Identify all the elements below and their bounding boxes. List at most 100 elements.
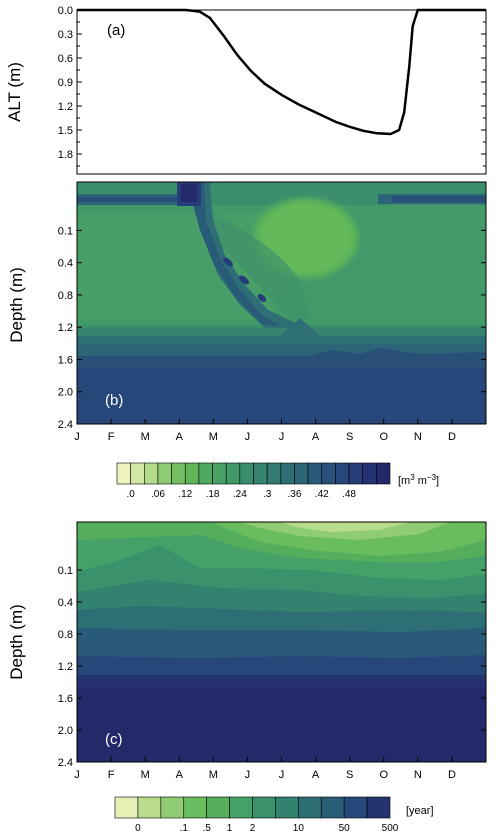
month-tick-label: M xyxy=(209,431,218,443)
colorbar-label: .24 xyxy=(233,489,247,500)
colorbar-label: .48 xyxy=(342,489,356,500)
colorbar-swatch xyxy=(225,462,241,485)
colorbar-1: .0 .06 .12 .18 .24 .3 .36 .42 .48 xyxy=(116,462,391,500)
colorbar-swatch xyxy=(114,796,139,819)
panel-c-ylabel: Depth (m) xyxy=(7,604,26,680)
colorbar-swatch xyxy=(116,462,131,485)
depth-tick-label: 1.6 xyxy=(58,354,73,366)
colorbar-2-unit: [year] xyxy=(406,805,434,817)
panel-b: 0.1 0.4 0.8 1.2 1.6 2.0 2.4 J F M A M J J A S O N D (b) D… xyxy=(7,181,487,443)
panel-b-ylabel: Depth (m) xyxy=(7,267,26,343)
month-tick-label: A xyxy=(312,769,320,781)
panel-b-field xyxy=(77,182,486,424)
month-tick-label: F xyxy=(108,431,115,443)
depth-tick-label: 0.4 xyxy=(58,258,73,270)
colorbar-2: 0 .1 .5 1 2 10 50 500 xyxy=(114,796,399,834)
month-tick-label: J xyxy=(74,769,80,781)
month-tick-label: J xyxy=(74,431,80,443)
colorbar-swatch xyxy=(157,462,172,485)
colorbar-label: 50 xyxy=(339,823,351,834)
panel-b-label: (b) xyxy=(105,392,123,409)
ytick-label: 1.5 xyxy=(58,125,73,137)
ytick-label: 1.2 xyxy=(58,101,73,113)
month-tick-label: M xyxy=(141,431,150,443)
depth-tick-label: 0.4 xyxy=(58,597,73,609)
colorbar-swatch xyxy=(144,462,159,485)
colorbar-label: .1 xyxy=(180,823,189,834)
colorbar-label: .06 xyxy=(151,489,165,500)
colorbar-label: .0 xyxy=(126,489,135,500)
colorbar-1-unit: [m3 m−3] xyxy=(398,473,439,487)
ytick-label: 0.9 xyxy=(58,77,73,89)
colorbar-label: .36 xyxy=(287,489,301,500)
panel-a: 0.0 0.3 0.6 0.9 1.2 1.5 1.8 (a) ALT (m) xyxy=(5,5,487,175)
month-tick-label: A xyxy=(312,431,320,443)
month-tick-label: J xyxy=(279,769,285,781)
colorbar-swatch xyxy=(298,796,322,819)
depth-tick-label: 2.4 xyxy=(58,757,73,769)
depth-tick-label: 1.6 xyxy=(58,693,73,705)
ytick-label: 0.0 xyxy=(58,5,73,17)
ytick-label: 0.6 xyxy=(58,53,73,65)
depth-tick-label: 0.1 xyxy=(58,565,73,577)
depth-tick-label: 1.2 xyxy=(58,661,73,673)
month-tick-label: J xyxy=(245,431,251,443)
colorbar-swatch xyxy=(280,462,295,485)
depth-tick-label: 0.8 xyxy=(58,290,73,302)
month-tick-label: O xyxy=(379,431,388,443)
panel-a-frame xyxy=(76,9,487,175)
colorbar-swatch xyxy=(212,462,227,485)
colorbar-swatch xyxy=(266,462,282,485)
month-tick-label: D xyxy=(448,769,456,781)
month-tick-label: A xyxy=(176,431,184,443)
colorbar-swatch xyxy=(206,796,230,819)
month-tick-label: S xyxy=(346,769,353,781)
colorbar-swatch xyxy=(171,462,186,485)
panel-c-label: (c) xyxy=(105,731,123,748)
colorbar-label: .42 xyxy=(315,489,329,500)
colorbar-label: .5 xyxy=(202,823,211,834)
colorbar-label: .18 xyxy=(206,489,220,500)
depth-tick-label: 0.8 xyxy=(58,629,73,641)
colorbar-swatch xyxy=(343,796,368,819)
month-tick-label: F xyxy=(108,769,115,781)
colorbar-swatch xyxy=(320,796,345,819)
depth-tick-label: 2.0 xyxy=(58,387,73,399)
colorbar-swatch xyxy=(362,462,377,485)
month-tick-label: J xyxy=(245,769,251,781)
panel-a-ylabel: ALT (m) xyxy=(5,62,24,122)
depth-tick-label: 2.4 xyxy=(58,419,73,431)
month-tick-label: N xyxy=(414,431,422,443)
panel-c: 0.1 0.4 0.8 1.2 1.6 2.0 2.4 J F M A M J J A S O N D (c) D… xyxy=(7,521,487,781)
colorbar-swatch xyxy=(239,462,254,485)
month-tick-label: M xyxy=(141,769,150,781)
colorbar-swatch xyxy=(348,462,363,485)
month-tick-label: N xyxy=(414,769,422,781)
depth-tick-label: 2.0 xyxy=(58,725,73,737)
depth-tick-label: 0.1 xyxy=(58,225,73,237)
colorbar-label: .12 xyxy=(178,489,192,500)
colorbar-swatch xyxy=(137,796,162,819)
colorbar-swatch xyxy=(160,796,185,819)
colorbar-label: 1 xyxy=(227,823,233,834)
month-tick-label: J xyxy=(279,431,285,443)
colorbar-label: 2 xyxy=(250,823,256,834)
ytick-label: 0.3 xyxy=(58,29,73,41)
colorbar-swatch xyxy=(130,462,145,485)
colorbar-label: 500 xyxy=(382,823,399,834)
colorbar-label: 0 xyxy=(135,823,141,834)
month-tick-label: S xyxy=(346,431,353,443)
colorbar-swatch xyxy=(198,462,213,485)
colorbar-swatch xyxy=(253,462,268,485)
month-tick-label: D xyxy=(448,431,456,443)
colorbar-swatch xyxy=(335,462,350,485)
panel-a-label: (a) xyxy=(107,22,125,39)
alt-line xyxy=(77,8,486,136)
colorbar-swatch xyxy=(321,462,336,485)
colorbar-label: 10 xyxy=(293,823,305,834)
colorbar-label: .3 xyxy=(263,489,272,500)
month-tick-label: O xyxy=(379,769,388,781)
colorbar-swatch xyxy=(376,462,391,485)
ytick-label: 1.8 xyxy=(58,149,73,161)
colorbar-swatch xyxy=(252,796,276,819)
